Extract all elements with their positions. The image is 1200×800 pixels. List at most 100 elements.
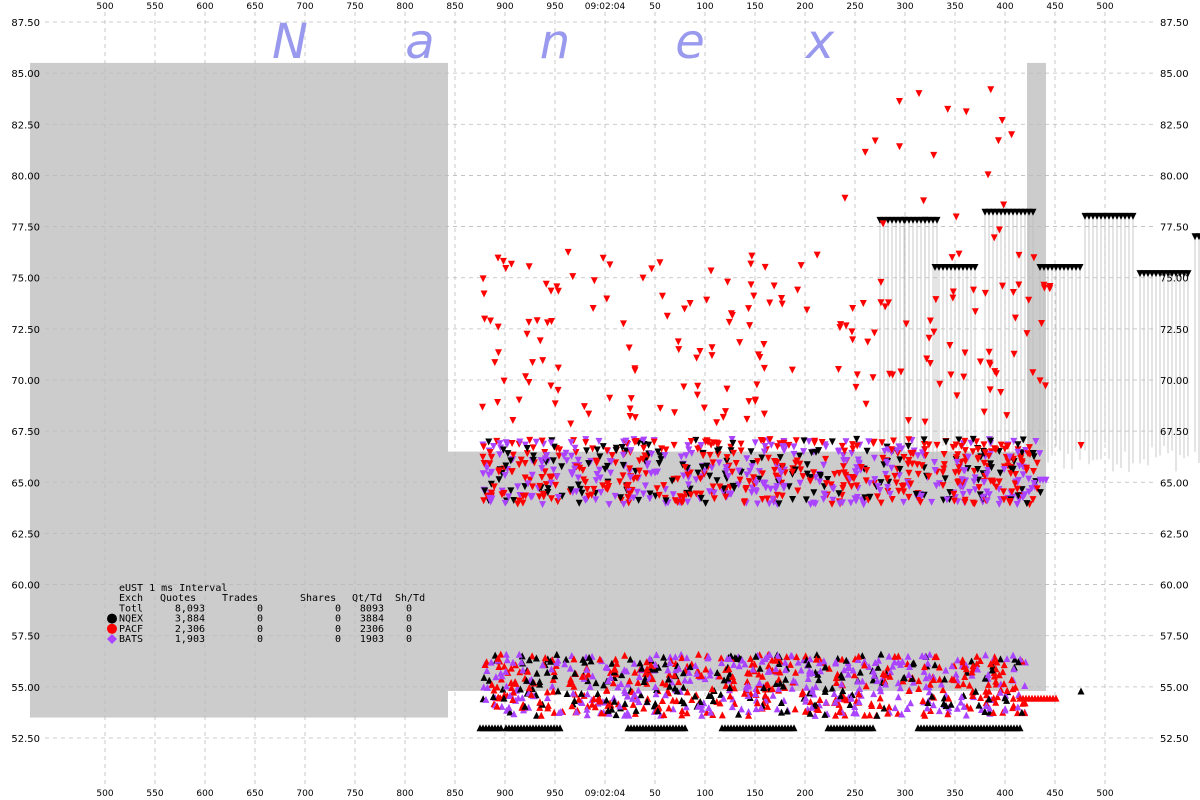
bid-cloud-marker [793,653,801,661]
bid-cloud-marker [1010,702,1018,710]
bid-cloud-marker [592,679,600,687]
pacf-ask-marker [547,287,555,295]
ask-cloud-marker [582,439,590,447]
bid-cloud-marker [935,663,943,671]
ask-cloud-marker [493,437,501,445]
bid-cloud-marker [982,651,990,659]
ask-cloud-marker [1012,470,1020,478]
bid-cloud-marker [927,707,935,715]
ask-cloud-marker [728,436,736,444]
ask-cloud-marker [702,499,710,507]
ask-cloud-marker [576,485,584,493]
bid-cloud-marker [613,659,621,667]
pacf-ask-marker [836,324,844,332]
bid-cloud-marker [503,656,511,664]
y-tick-label-right: 67.50 [1160,427,1189,438]
pacf-ask-marker [750,292,758,300]
x-tick-label-bottom: 650 [246,789,263,799]
bid-cloud-marker [679,669,687,677]
bid-cloud-marker [618,671,626,679]
ask-cloud-marker [888,464,896,472]
ask-cloud-marker [583,447,591,455]
ask-marker-nqex [1029,208,1037,216]
ask-cloud-marker [486,460,494,468]
bid-cloud-marker [766,650,774,658]
x-tick-label-top: 50 [649,2,661,12]
ask-cloud-marker [670,441,678,449]
bid-cloud-marker [992,677,1000,685]
stats-cell: 1,903 [175,634,205,645]
stats-cell: 0 [335,624,341,635]
pacf-ask-marker [494,349,502,357]
bid-cloud-marker [569,689,577,697]
bid-cloud-marker [726,683,734,691]
ask-cloud-marker [697,494,705,502]
ask-cloud-marker [931,466,939,474]
bid-cloud-marker [702,665,710,673]
x-tick-label-bottom: 300 [896,789,913,799]
bid-cloud-marker [931,661,939,669]
ask-cloud-marker [895,443,903,451]
pacf-ask-marker [760,410,768,418]
ask-cloud-marker [807,473,815,481]
bid-cloud-marker [543,668,551,676]
ask-cloud-marker [654,448,662,456]
pacf-ask-marker [639,274,647,282]
ask-cloud-marker [668,477,676,485]
x-tick-label-top: 09:02:04 [585,2,626,12]
pacf-ask-marker [515,396,523,404]
ask-cloud-marker [640,441,648,449]
bid-cloud-marker [959,680,967,688]
ask-cloud-marker [790,443,798,451]
bid-cloud-marker [1001,694,1009,702]
ask-marker-nqex [1195,233,1200,241]
bid-cloud-marker [947,700,955,708]
bid-cloud-marker [660,711,668,719]
ask-cloud-marker [699,452,707,460]
ask-cloud-marker [892,479,900,487]
ask-cloud-marker [987,464,995,472]
bid-baseline-marker [556,724,564,732]
pacf-ask-marker [589,305,597,313]
bid-cloud-marker [870,690,878,698]
bid-cloud-marker [673,687,681,695]
ask-cloud-marker [523,444,531,452]
ask-cloud-marker [574,456,582,464]
bid-cloud-marker [679,683,687,691]
bid-cloud-marker [791,705,799,713]
ask-cloud-marker [603,447,611,455]
pacf-ask-marker [502,265,510,273]
bid-cloud-marker [626,677,634,685]
pacf-ask-marker [953,392,961,400]
bid-cloud-marker [900,673,908,681]
stats-cell: 0 [335,614,341,625]
bid-cloud-marker [519,666,527,674]
bid-cloud-marker [706,671,714,679]
bid-cloud-marker [666,682,674,690]
ask-cloud-marker [742,486,750,494]
ask-cloud-marker [789,468,797,476]
ask-cloud-marker [602,485,610,493]
ask-cloud-marker [1018,449,1026,457]
ask-cloud-marker [822,443,830,451]
bid-cloud-marker [981,708,989,716]
bid-cloud-marker [1003,686,1011,694]
pacf-ask-marker [1009,289,1017,297]
ask-cloud-marker [1013,485,1021,493]
pacf-ask-marker [984,171,992,179]
bid-cloud-marker [651,660,659,668]
ask-cloud-marker [940,465,948,473]
ask-cloud-marker [656,452,664,460]
ask-cloud-marker [550,443,558,451]
ask-cloud-marker [772,485,780,493]
ask-cloud-marker [536,482,544,490]
pacf-ask-marker [648,265,656,273]
ask-cloud-marker [918,492,926,500]
ask-cloud-marker [918,462,926,470]
ask-cloud-marker [866,493,874,501]
ask-cloud-marker [599,443,607,451]
x-tick-label-top: 850 [446,2,463,12]
ask-cloud-marker [939,482,947,490]
ask-cloud-marker [759,470,767,478]
bid-cloud-marker [792,668,800,676]
